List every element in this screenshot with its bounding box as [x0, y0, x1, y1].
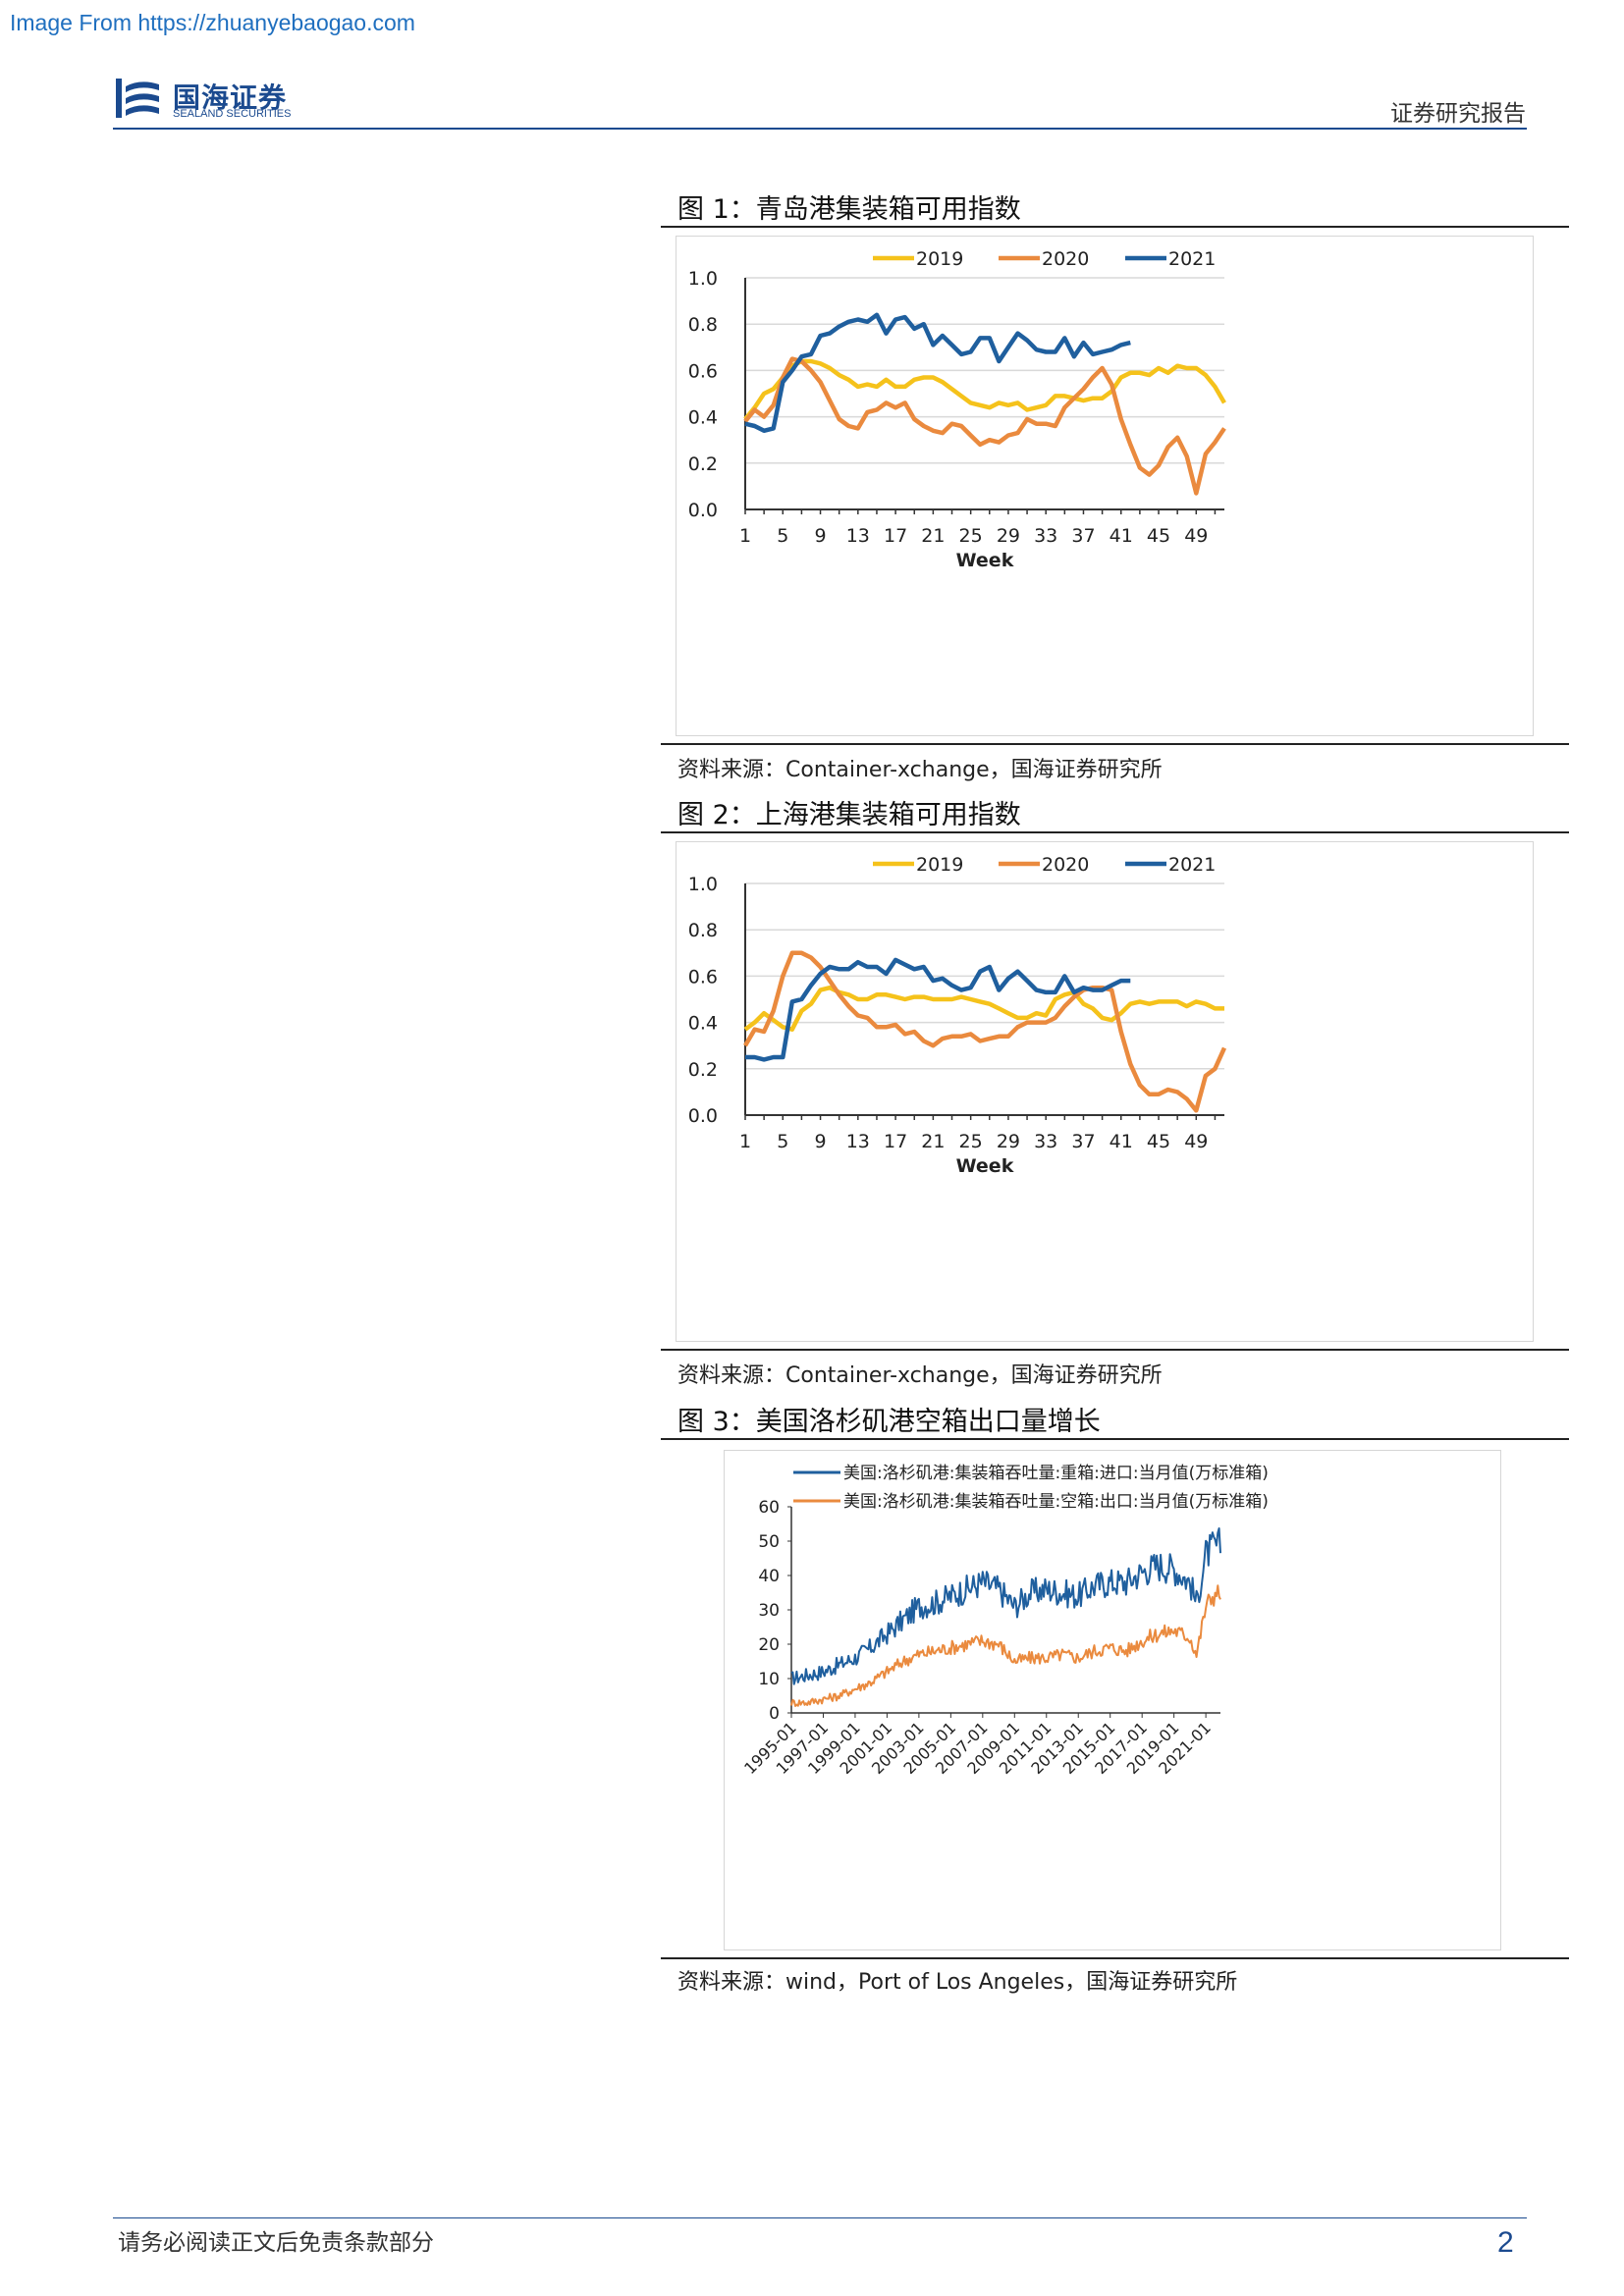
watermark-text: Image From https://zhuanyebaogao.com	[10, 10, 415, 35]
y-tick-label: 20	[758, 1635, 780, 1655]
x-tick-label: 21	[921, 1131, 945, 1152]
figure-2-source: 资料来源：Container-xchange，国海证券研究所	[677, 1363, 1163, 1388]
legend-label-empty-export: 美国:洛杉矶港:集装箱吞吐量:空箱:出口:当月值(万标准箱)	[843, 1492, 1269, 1512]
y-tick-label: 0	[769, 1704, 780, 1724]
series-line-2019	[743, 985, 1224, 1032]
figure-1-source: 资料来源：Container-xchange，国海证券研究所	[677, 758, 1163, 782]
shanghai-availability-chart: 0.0 0.2 0.4 0.6 0.8 1.0 1 5 9 13 17 21 25 29 33 37 41 45 4…	[688, 854, 1227, 1177]
x-tick-label: 25	[959, 1131, 983, 1152]
x-tick-label: 41	[1110, 525, 1133, 547]
x-tick-label: 17	[884, 525, 907, 547]
legend-label-2019: 2019	[916, 248, 963, 270]
x-tick-label: 5	[777, 525, 788, 547]
x-tick-label: 49	[1184, 525, 1208, 547]
series-line-2019	[743, 358, 1226, 421]
y-tick-label: 1.0	[688, 268, 718, 290]
x-tick-label: 45	[1147, 1131, 1170, 1152]
y-tick-label: 0.4	[688, 407, 718, 429]
x-tick-label: 37	[1071, 1131, 1095, 1152]
page-number: 2	[1497, 2226, 1514, 2259]
x-tick-label: 29	[997, 525, 1020, 547]
figure-3-chart-frame: 0 10 20 30 40 50 60 1995-01 1997-01 1999-01 2001-0…	[724, 1450, 1501, 1950]
figure-2-top-rule	[661, 831, 1569, 833]
x-tick-label: 13	[846, 525, 870, 547]
legend-label-laden-import: 美国:洛杉矶港:集装箱吞吐量:重箱:进口:当月值(万标准箱)	[843, 1464, 1269, 1483]
x-tick-label: 5	[777, 1131, 788, 1152]
y-tick-label: 0.2	[688, 1059, 718, 1081]
legend-label-2021: 2021	[1168, 248, 1216, 270]
logo-wave-icon	[116, 79, 159, 118]
x-tick-label: 1	[739, 525, 751, 547]
x-tick-label: 17	[884, 1131, 907, 1152]
header-divider	[113, 128, 1527, 130]
figure-2-bottom-rule	[661, 1349, 1569, 1351]
figure-3-bottom-rule	[661, 1957, 1569, 1959]
figure-2-title: 图 2：上海港集装箱可用指数	[677, 800, 1021, 830]
legend-label-2021: 2021	[1168, 854, 1216, 876]
y-tick-label: 0.6	[688, 966, 718, 988]
figure-1-chart-frame: 0.0 0.2 0.4 0.6 0.8 1.0 1 5 9 13 17 21 25 29 33 37 41 45 4…	[676, 236, 1534, 736]
y-tick-label: 0.0	[688, 1105, 718, 1127]
legend-label-2020: 2020	[1042, 248, 1089, 270]
series-line-laden-import	[790, 1527, 1221, 1685]
company-logo: 国海证券 SEALAND SECURITIES	[116, 77, 322, 124]
series-line-empty-export	[790, 1584, 1221, 1707]
y-tick-label: 10	[758, 1670, 780, 1689]
y-tick-label: 60	[758, 1498, 780, 1518]
x-tick-label: 9	[815, 525, 827, 547]
x-axis-label: Week	[956, 550, 1014, 571]
y-tick-label: 0.0	[688, 500, 718, 521]
series-line-2020	[743, 950, 1227, 1113]
legend-label-2019: 2019	[916, 854, 963, 876]
footer-divider	[113, 2217, 1527, 2218]
figure-1-bottom-rule	[661, 743, 1569, 745]
y-tick-label: 0.2	[688, 454, 718, 475]
figure-2-chart-frame: 0.0 0.2 0.4 0.6 0.8 1.0 1 5 9 13 17 21 25 29 33 37 41 45 4…	[676, 841, 1534, 1342]
y-tick-label: 0.6	[688, 360, 718, 382]
la-port-container-chart: 01020304050601995-011997-011999-012001-0…	[740, 1464, 1269, 1778]
logo-english-name: SEALAND SECURITIES	[173, 108, 292, 120]
x-tick-label: 21	[921, 525, 945, 547]
y-tick-label: 1.0	[688, 874, 718, 895]
figure-3-title: 图 3：美国洛杉矶港空箱出口量增长	[677, 1407, 1101, 1437]
x-tick-label: 9	[815, 1131, 827, 1152]
series-line-2021	[744, 312, 1131, 434]
x-tick-label: 25	[959, 525, 983, 547]
y-tick-label: 50	[758, 1532, 780, 1552]
logo-chinese-name: 国海证券	[173, 81, 288, 114]
disclaimer-note: 请务必阅读正文后免责条款部分	[118, 2230, 434, 2256]
y-tick-label: 0.4	[688, 1013, 718, 1035]
legend-label-2020: 2020	[1042, 854, 1089, 876]
x-tick-label: 33	[1034, 1131, 1057, 1152]
x-tick-label: 41	[1110, 1131, 1133, 1152]
series-line-2021	[745, 957, 1131, 1062]
x-tick-label: 13	[846, 1131, 870, 1152]
x-tick-label: 29	[997, 1131, 1020, 1152]
x-tick-label: 45	[1147, 525, 1170, 547]
figure-1-title: 图 1：青岛港集装箱可用指数	[677, 194, 1021, 225]
x-tick-label: 1	[739, 1131, 751, 1152]
y-tick-label: 0.8	[688, 920, 718, 941]
figure-3-source: 资料来源：wind，Port of Los Angeles，国海证券研究所	[677, 1970, 1238, 1995]
y-tick-label: 0.8	[688, 314, 718, 336]
figure-1-top-rule	[661, 226, 1569, 228]
x-tick-label: 49	[1184, 1131, 1208, 1152]
series-line-2020	[743, 356, 1226, 496]
y-tick-label: 30	[758, 1601, 780, 1621]
qingdao-availability-chart: 0.0 0.2 0.4 0.6 0.8 1.0 1 5 9 13 17 21 25 29 33 37 41 45 4…	[688, 248, 1226, 571]
x-tick-label: 37	[1071, 525, 1095, 547]
y-tick-label: 40	[758, 1567, 780, 1586]
report-type: 证券研究报告	[1390, 101, 1526, 127]
x-axis-label: Week	[956, 1155, 1014, 1177]
x-tick-label: 33	[1034, 525, 1057, 547]
figure-3-top-rule	[661, 1438, 1569, 1440]
